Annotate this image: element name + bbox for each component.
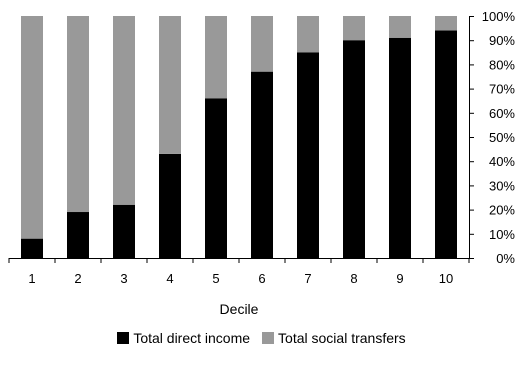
legend-item-direct-income: Total direct income <box>117 330 250 346</box>
bar-social-transfers-decile-9 <box>389 16 411 38</box>
y-tick-label: 40% <box>489 154 515 169</box>
y-tick-label: 0% <box>496 251 515 266</box>
y-tick-label: 60% <box>489 106 515 121</box>
x-axis-ticks: 1 2 3 4 5 6 7 8 9 10 <box>8 258 470 286</box>
x-tick-label: 2 <box>74 271 81 286</box>
x-tick-label: 8 <box>350 271 357 286</box>
y-tick-label: 80% <box>489 57 515 72</box>
x-tick-label: 4 <box>166 271 173 286</box>
bar-direct-income-decile-6 <box>251 71 273 258</box>
bar-direct-income-decile-1 <box>21 238 43 258</box>
y-tick-label: 50% <box>489 130 515 145</box>
x-tick-label: 9 <box>396 271 403 286</box>
bar-social-transfers-decile-3 <box>113 16 135 205</box>
legend-swatch-direct-income <box>117 332 130 344</box>
bar-social-transfers-decile-1 <box>21 16 43 239</box>
bar-direct-income-decile-4 <box>159 153 181 258</box>
y-tick-label: 10% <box>489 227 515 242</box>
bar-social-transfers-decile-8 <box>343 16 365 41</box>
bar-social-transfers-decile-7 <box>297 16 319 53</box>
bar-social-transfers-decile-2 <box>67 16 89 213</box>
bar-direct-income-decile-9 <box>389 37 411 258</box>
y-tick-label: 100% <box>482 9 516 24</box>
bars-group <box>21 16 457 259</box>
x-tick-label: 3 <box>120 271 127 286</box>
bar-direct-income-decile-8 <box>343 40 365 259</box>
legend-item-social-transfers: Total social transfers <box>262 330 406 346</box>
bar-direct-income-decile-5 <box>205 98 227 258</box>
x-tick-label: 10 <box>439 271 453 286</box>
bar-direct-income-decile-10 <box>435 30 457 258</box>
x-axis-title: Decile <box>220 301 259 317</box>
legend-swatch-social-transfers <box>262 332 275 344</box>
bar-social-transfers-decile-10 <box>435 16 457 31</box>
x-tick-label: 6 <box>258 271 265 286</box>
bar-direct-income-decile-2 <box>67 212 89 258</box>
y-tick-label: 90% <box>489 33 515 48</box>
bar-social-transfers-decile-4 <box>159 16 181 154</box>
bar-social-transfers-decile-6 <box>251 16 273 72</box>
bar-direct-income-decile-3 <box>113 204 135 258</box>
bar-social-transfers-decile-5 <box>205 16 227 99</box>
bar-direct-income-decile-7 <box>297 52 319 258</box>
y-tick-label: 70% <box>489 82 515 97</box>
legend: Total direct income Total social transfe… <box>0 330 523 346</box>
legend-label-direct-income: Total direct income <box>133 330 251 346</box>
y-axis-ticks: 0% 10% 20% 30% 40% 50% 60% 70% 80% 90% 100% <box>469 9 515 266</box>
x-tick-label: 7 <box>304 271 311 286</box>
y-tick-label: 20% <box>489 203 515 218</box>
x-tick-label: 5 <box>212 271 219 286</box>
x-tick-label: 1 <box>28 271 35 286</box>
legend-label-social-transfers: Total social transfers <box>278 330 406 346</box>
y-tick-label: 30% <box>489 178 515 193</box>
